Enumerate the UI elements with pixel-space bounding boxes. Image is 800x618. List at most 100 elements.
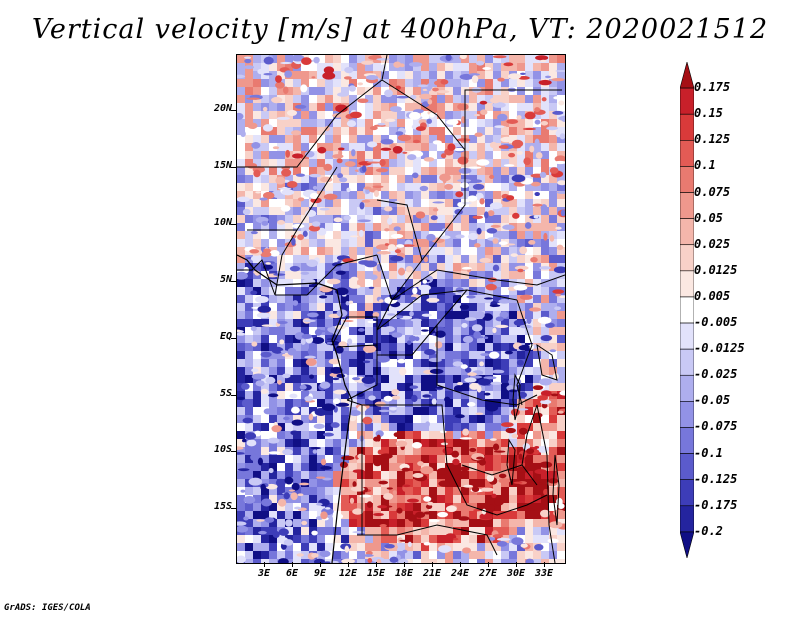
field-cell [429, 127, 438, 136]
field-cell [293, 511, 302, 520]
field-cell [261, 535, 270, 544]
field-cell [293, 343, 302, 352]
field-cell [277, 159, 286, 168]
field-cell [389, 175, 398, 184]
field-cell [477, 319, 486, 328]
field-speckle [322, 477, 332, 481]
field-cell [485, 367, 494, 376]
field-cell [517, 439, 526, 448]
field-speckle [476, 227, 482, 235]
field-cell [429, 103, 438, 112]
field-cell [397, 183, 406, 192]
field-speckle [540, 204, 548, 211]
field-cell [405, 175, 414, 184]
field-cell [461, 495, 470, 504]
field-cell [325, 223, 334, 232]
field-speckle [459, 73, 474, 80]
field-cell [365, 495, 374, 504]
field-cell [245, 119, 254, 128]
field-cell [293, 399, 302, 408]
field-cell [445, 471, 454, 480]
field-cell [493, 79, 502, 88]
field-cell [269, 503, 278, 512]
field-speckle [309, 192, 319, 200]
field-cell [445, 215, 454, 224]
field-cell [237, 303, 246, 312]
field-cell [517, 487, 526, 496]
field-cell [493, 471, 502, 480]
field-cell [557, 375, 565, 384]
field-cell [549, 351, 558, 360]
field-cell [541, 167, 550, 176]
field-cell [557, 135, 565, 144]
lon-tick [432, 562, 433, 567]
field-cell [429, 543, 438, 552]
field-cell [277, 367, 286, 376]
field-cell [469, 439, 478, 448]
field-speckle [311, 221, 321, 227]
field-speckle [455, 287, 464, 293]
field-cell [445, 207, 454, 216]
field-cell [373, 207, 382, 216]
field-cell [381, 223, 390, 232]
field-cell [381, 431, 390, 440]
field-cell [501, 391, 510, 400]
field-cell [413, 463, 422, 472]
field-cell [285, 303, 294, 312]
field-cell [477, 535, 486, 544]
field-cell [557, 351, 565, 360]
field-speckle [500, 422, 514, 428]
field-cell [541, 143, 550, 152]
field-cell [485, 287, 494, 296]
field-cell [493, 423, 502, 432]
field-cell [533, 127, 542, 136]
field-cell [445, 239, 454, 248]
field-cell [373, 63, 382, 72]
field-cell [549, 127, 558, 136]
field-cell [341, 199, 350, 208]
field-cell [517, 71, 526, 80]
field-cell [397, 503, 406, 512]
field-speckle [280, 350, 288, 354]
field-cell [509, 279, 518, 288]
field-cell [509, 183, 518, 192]
field-cell [517, 119, 526, 128]
field-cell [261, 279, 270, 288]
field-speckle [540, 334, 553, 342]
field-cell [477, 431, 486, 440]
field-cell [517, 559, 526, 563]
field-speckle [407, 541, 412, 548]
field-cell [557, 239, 565, 248]
field-cell [381, 343, 390, 352]
field-cell [325, 415, 334, 424]
colorbar-swatch [679, 374, 695, 402]
field-speckle [290, 430, 299, 436]
field-cell [277, 327, 286, 336]
field-speckle [317, 146, 327, 154]
field-speckle [534, 192, 540, 197]
field-cell [357, 135, 366, 144]
field-cell [293, 295, 302, 304]
field-cell [477, 551, 486, 560]
field-cell [525, 199, 534, 208]
field-speckle [497, 77, 505, 82]
field-speckle [475, 412, 484, 415]
field-cell [261, 399, 270, 408]
field-cell [277, 455, 286, 464]
field-cell [253, 79, 262, 88]
field-cell [437, 319, 446, 328]
field-cell [245, 295, 254, 304]
field-cell [285, 511, 294, 520]
lat-tick [231, 508, 236, 509]
field-cell [349, 447, 358, 456]
field-speckle [384, 206, 393, 212]
field-speckle [261, 498, 273, 507]
field-cell [405, 103, 414, 112]
colorbar [679, 60, 695, 562]
field-cell [557, 223, 565, 232]
field-speckle [456, 138, 471, 142]
field-cell [341, 263, 350, 272]
field-cell [389, 247, 398, 256]
field-cell [341, 375, 350, 384]
field-cell [405, 527, 414, 536]
